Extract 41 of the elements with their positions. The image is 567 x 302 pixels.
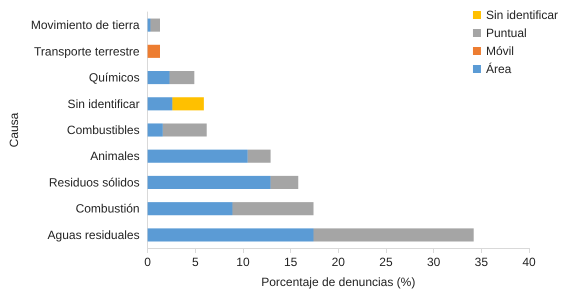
x-tick-label: 15: [284, 255, 298, 269]
bar: [148, 176, 271, 189]
bar: [148, 150, 248, 163]
bar: [148, 18, 150, 32]
x-tick-label: 10: [236, 255, 250, 269]
bar: [314, 228, 474, 242]
x-tick-label: 0: [144, 255, 152, 269]
y-tick-label: Animales: [90, 149, 140, 164]
y-tick-label: Combustión: [76, 202, 140, 216]
bar: [162, 123, 207, 137]
legend-label: Sin identificar: [486, 8, 558, 22]
x-tick-label: 5: [192, 255, 199, 269]
y-tick-label: Sin identificar: [68, 96, 140, 111]
x-tick-label: 20: [332, 255, 346, 269]
x-tick-label: 25: [379, 255, 393, 269]
bar: [172, 97, 204, 110]
bar: [148, 97, 172, 110]
y-tick-label: Aguas residuales: [48, 228, 140, 242]
y-tick-label: Residuos sólidos: [48, 175, 140, 190]
bar: [270, 176, 298, 189]
bar: [148, 44, 160, 58]
bar: [148, 202, 232, 216]
legend-label: Área: [486, 62, 512, 76]
x-axis-title: Porcentaje de denuncias (%): [261, 275, 416, 289]
legend-label: Móvil: [486, 44, 514, 58]
x-tick-label: 30: [426, 255, 441, 269]
bar: [148, 123, 163, 137]
y-axis-title: Causa: [7, 112, 21, 148]
bar: [232, 202, 314, 216]
y-tick-label: Movimiento de tierra: [30, 18, 140, 32]
x-tick-label: 40: [522, 255, 536, 269]
bar: [150, 18, 160, 32]
bar: [248, 150, 271, 163]
bar: [170, 71, 194, 84]
y-tick-label: Combustibles: [66, 123, 140, 137]
bar: [148, 228, 314, 242]
legend-label: Puntual: [486, 26, 527, 40]
bar: [148, 71, 170, 84]
x-tick-label: 35: [474, 255, 488, 269]
y-tick-label: Químicos: [88, 70, 140, 85]
y-tick-label: Transporte terrestre: [34, 44, 140, 58]
